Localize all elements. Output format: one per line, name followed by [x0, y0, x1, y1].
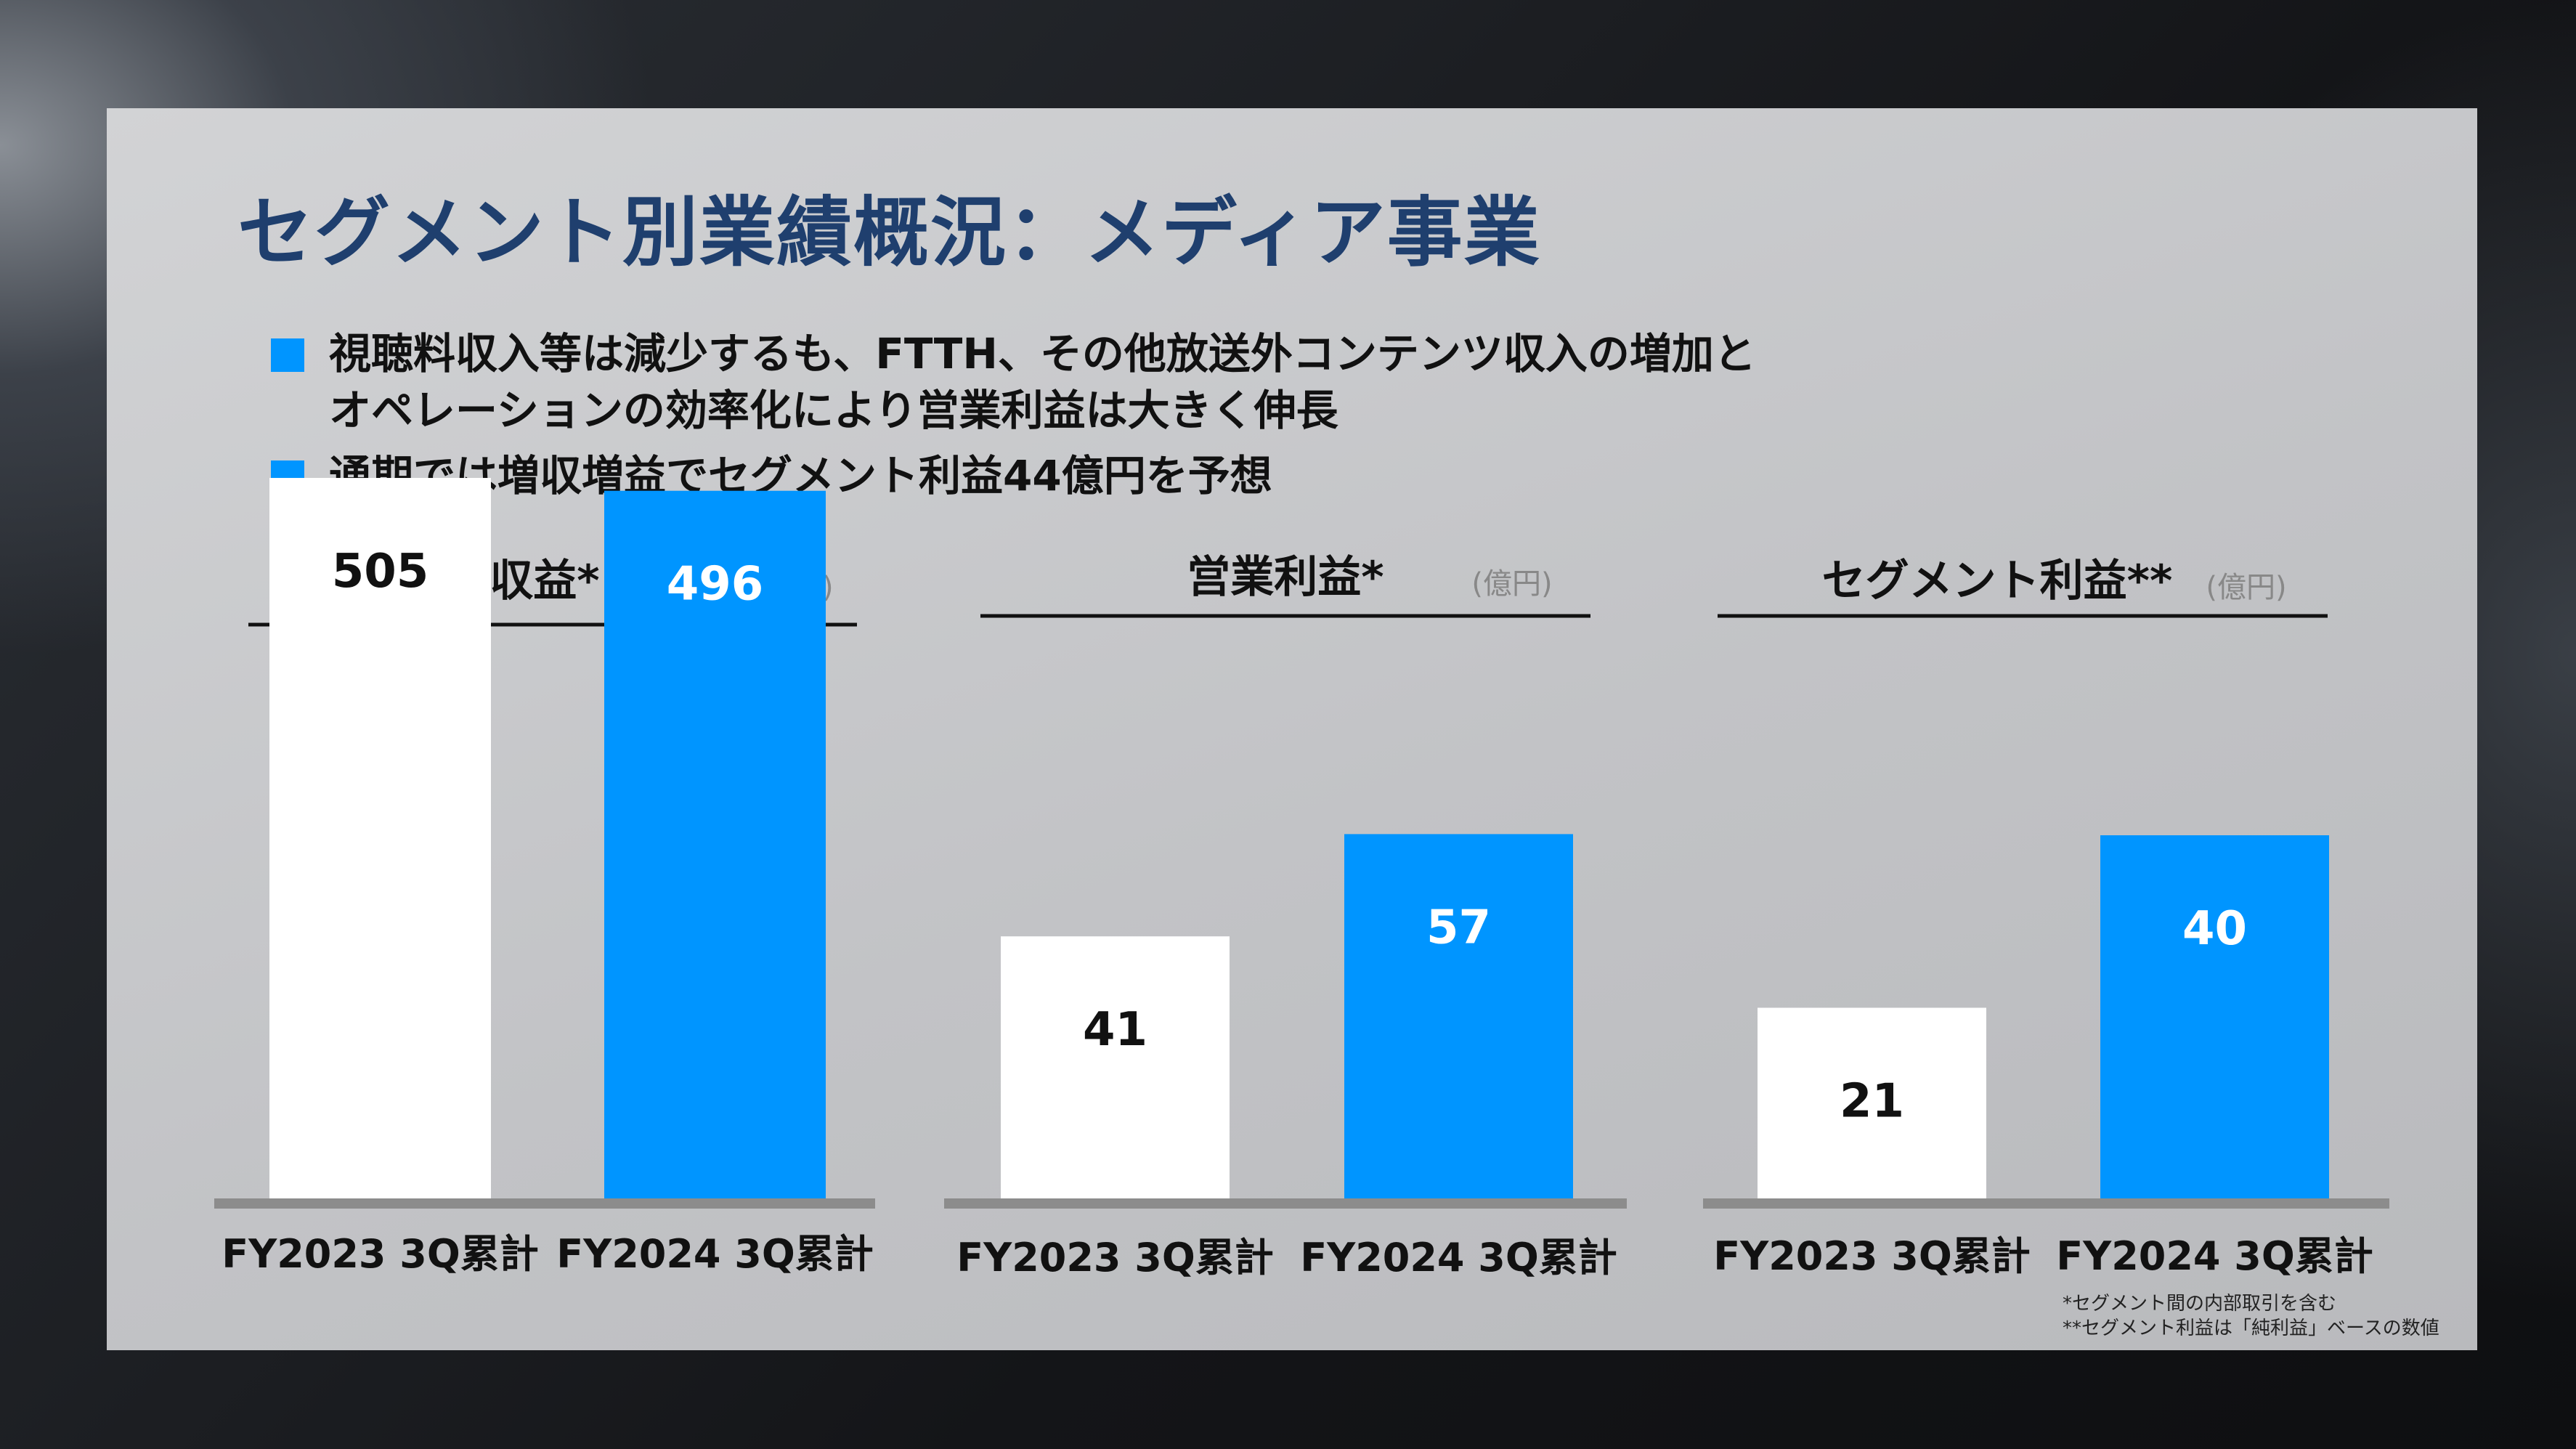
data-label: 496 [667, 558, 764, 612]
bar [1344, 834, 1573, 1198]
unit-label: (億円) [2206, 571, 2286, 604]
footnotes: *セグメント間の内部取引を含む **セグメント利益は「純利益」ベースの数値 [2063, 1291, 2439, 1341]
data-label: 21 [1840, 1075, 1904, 1129]
bar [2100, 835, 2329, 1198]
slide-title: セグメント別業績概況：メディア事業 [237, 188, 1541, 277]
x-axis [944, 1198, 1627, 1209]
category-label: FY2024 3Q累計 [1300, 1235, 1617, 1280]
data-label: 41 [1083, 1003, 1147, 1057]
bullet-item: 視聴料収入等は減少するも、FTTH、その他放送外コンテンツ収入の増加と オペレー… [271, 325, 1756, 439]
category-label: FY2023 3Q累計 [222, 1231, 539, 1277]
bullet-square-icon [271, 338, 304, 372]
slide-panel [107, 108, 2477, 1350]
bar [1001, 936, 1230, 1198]
x-axis [1703, 1198, 2389, 1209]
footnote: **セグメント利益は「純利益」ベースの数値 [2063, 1318, 2439, 1339]
category-label: FY2023 3Q累計 [956, 1235, 1274, 1280]
data-label: 57 [1426, 901, 1491, 954]
bar [1758, 1007, 1986, 1198]
chart-title: セグメント利益** [1822, 556, 2173, 606]
x-axis [214, 1198, 875, 1209]
bar [604, 490, 826, 1198]
data-label: 505 [332, 545, 429, 598]
bullet-text: オペレーションの効率化により営業利益は大きく伸長 [329, 386, 1338, 435]
data-label: 40 [2182, 902, 2247, 956]
category-label: FY2024 3Q累計 [556, 1231, 874, 1277]
bullet-text: 視聴料収入等は減少するも、FTTH、その他放送外コンテンツ収入の増加と [329, 329, 1756, 378]
chart-title: 営業利益* [1187, 552, 1384, 603]
bar [269, 478, 491, 1198]
bullet-list: 視聴料収入等は減少するも、FTTH、その他放送外コンテンツ収入の増加と オペレー… [271, 325, 1756, 504]
category-label: FY2024 3Q累計 [2056, 1233, 2373, 1279]
footnote: *セグメント間の内部取引を含む [2063, 1293, 2337, 1315]
unit-label: (億円) [1471, 567, 1552, 601]
category-label: FY2023 3Q累計 [1713, 1233, 2031, 1279]
